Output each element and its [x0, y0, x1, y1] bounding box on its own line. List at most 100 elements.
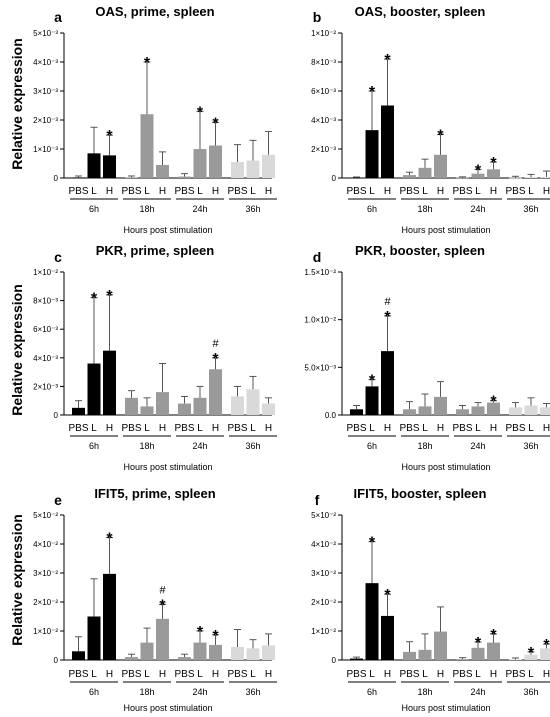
- panel-f-sig-star-6h-L: *: [369, 535, 376, 552]
- panel-b-category-24h-H: H: [490, 186, 497, 197]
- panel-d-label: d: [313, 249, 322, 265]
- panel-d-category-24h-H: H: [490, 423, 497, 434]
- panel-e-ytick-label-5: 5×10⁻²: [33, 511, 58, 520]
- panel-d-bar-36h-L: [524, 405, 538, 415]
- panel-c-bar-36h-L: [246, 389, 260, 415]
- panel-d-group-label-36h: 36h: [523, 441, 538, 451]
- panel-d-category-24h-L: L: [475, 423, 481, 434]
- panel-d-category-6h-H: H: [384, 423, 391, 434]
- panel-d-ytick-label-2: 1.0×10⁻²: [304, 316, 336, 325]
- panel-d-bar-18h-H: [434, 396, 447, 415]
- panel-c-bar-6h-L: [87, 363, 101, 415]
- panel-d-title: PKR, booster, spleen: [355, 243, 485, 258]
- panel-d-bar-6h-H: [381, 351, 394, 415]
- panel-a-category-24h-PBS: PBS: [174, 186, 194, 197]
- panel-b-group-label-36h: 36h: [523, 204, 538, 214]
- panel-b-bar-24h-PBS: [456, 177, 469, 179]
- panel-e-group-label-18h: 18h: [139, 687, 154, 697]
- panel-c-category-36h-H: H: [265, 423, 272, 434]
- panel-b-label: b: [313, 9, 322, 25]
- panel-e-category-18h-L: L: [144, 669, 150, 680]
- panel-a-sig-star-6h-H: *: [106, 128, 113, 145]
- panel-a-ytick-label-1: 1×10⁻³: [33, 145, 58, 154]
- panel-b-ytick-label-3: 6×10⁻³: [311, 87, 336, 96]
- panel-e-bar-24h-H: [209, 644, 222, 660]
- panel-e-category-18h-PBS: PBS: [121, 669, 141, 680]
- panel-c-category-6h-H: H: [106, 423, 113, 434]
- panel-a-ytick-label-4: 4×10⁻³: [33, 58, 58, 67]
- panel-e-category-24h-H: H: [212, 669, 219, 680]
- panel-f-group-label-24h: 24h: [470, 687, 485, 697]
- panel-a-ylabel: Relative expression: [9, 38, 25, 170]
- panel-c-bar-24h-PBS: [178, 403, 191, 415]
- panel-c-ytick-label-4: 8×10⁻³: [33, 297, 58, 306]
- panel-c-ytick-label-0: 0: [54, 411, 59, 420]
- panel-e-ytick-label-2: 2×10⁻²: [33, 598, 58, 607]
- panel-c-category-6h-PBS: PBS: [68, 423, 88, 434]
- panel-e-label: e: [54, 492, 62, 508]
- panel-b-sig-star-6h-H: *: [384, 52, 391, 69]
- panel-e-bar-6h-L: [87, 616, 101, 660]
- panel-b-bar-6h-H: [381, 105, 394, 178]
- panel-f-bar-36h-PBS: [509, 659, 522, 661]
- panel-f-ytick-label-0: 0: [332, 656, 337, 665]
- panel-a-ytick-label-5: 5×10⁻³: [33, 29, 58, 38]
- panel-d-bar-6h-PBS: [350, 409, 363, 415]
- panel-e-bar-36h-L: [246, 648, 260, 660]
- panel-c-bar-18h-H: [156, 392, 169, 415]
- panel-f-bar-24h-PBS: [456, 659, 469, 660]
- panel-a-bar-18h-PBS: [125, 177, 138, 179]
- panel-d-bar-6h-L: [365, 386, 379, 415]
- panel-a-category-18h-PBS: PBS: [121, 186, 141, 197]
- panel-d-category-6h-PBS: PBS: [346, 423, 366, 434]
- panel-f-bar-24h-H: [487, 642, 500, 660]
- panel-e-bar-18h-L: [140, 642, 154, 660]
- panel-b-bar-18h-PBS: [403, 175, 416, 178]
- panel-e-category-6h-L: L: [91, 669, 97, 680]
- panel-a-bar-36h-H: [262, 154, 275, 178]
- panel-a-ytick-label-3: 3×10⁻³: [33, 87, 58, 96]
- panel-b-bar-24h-L: [471, 173, 485, 178]
- panel-e-group-label-36h: 36h: [245, 687, 260, 697]
- panel-e-sig-hash-18h-H: #: [159, 584, 166, 596]
- panel-c-xlabel: Hours post stimulation: [123, 462, 212, 472]
- panel-a-category-24h-H: H: [212, 186, 219, 197]
- panel-f-bar-24h-L: [471, 647, 485, 660]
- panel-c-group-label-6h: 6h: [89, 441, 99, 451]
- panel-b-ytick-label-2: 4×10⁻³: [311, 116, 336, 125]
- panel-d-category-36h-L: L: [528, 423, 534, 434]
- panel-b-group-label-6h: 6h: [367, 204, 377, 214]
- panel-c-category-36h-PBS: PBS: [227, 423, 247, 434]
- panel-a-sig-star-18h-L: *: [144, 55, 151, 72]
- panel-c-category-6h-L: L: [91, 423, 97, 434]
- panel-b-category-36h-PBS: PBS: [505, 186, 525, 197]
- panel-e-sig-star-24h-L: *: [197, 624, 204, 641]
- panel-b-sig-star-24h-L: *: [475, 162, 482, 179]
- panel-e-bar-36h-H: [262, 645, 275, 660]
- panel-a-category-6h-L: L: [91, 186, 97, 197]
- panel-f-group-label-6h: 6h: [367, 687, 377, 697]
- panel-d-sig-star-24h-H: *: [490, 394, 497, 411]
- panel-b-bar-6h-PBS: [350, 177, 363, 179]
- panel-f-ytick-label-3: 3×10⁻²: [311, 569, 336, 578]
- panel-f-ytick-label-2: 2×10⁻²: [311, 598, 336, 607]
- panel-c-group-label-36h: 36h: [245, 441, 260, 451]
- panel-d-category-36h-H: H: [543, 423, 550, 434]
- panel-f-category-6h-L: L: [369, 669, 375, 680]
- panel-f-category-36h-H: H: [543, 669, 550, 680]
- panel-e-group-label-24h: 24h: [192, 687, 207, 697]
- panel-d-xlabel: Hours post stimulation: [401, 462, 490, 472]
- panel-c-bar-24h-L: [193, 397, 207, 415]
- panel-a-category-18h-L: L: [144, 186, 150, 197]
- panel-a-group-label-18h: 18h: [139, 204, 154, 214]
- panel-e-bar-6h-H: [103, 573, 116, 660]
- panel-b-xlabel: Hours post stimulation: [401, 225, 490, 235]
- panel-f-bar-36h-L: [524, 654, 538, 660]
- panel-a-bar-24h-L: [193, 149, 207, 178]
- panel-e-ytick-label-4: 4×10⁻²: [33, 540, 58, 549]
- panel-b-category-24h-PBS: PBS: [452, 186, 472, 197]
- panel-e-title: IFIT5, prime, spleen: [94, 486, 215, 501]
- panel-c-bar-36h-PBS: [231, 396, 244, 415]
- panel-e-bar-18h-PBS: [125, 657, 138, 660]
- panel-b-category-6h-PBS: PBS: [346, 186, 366, 197]
